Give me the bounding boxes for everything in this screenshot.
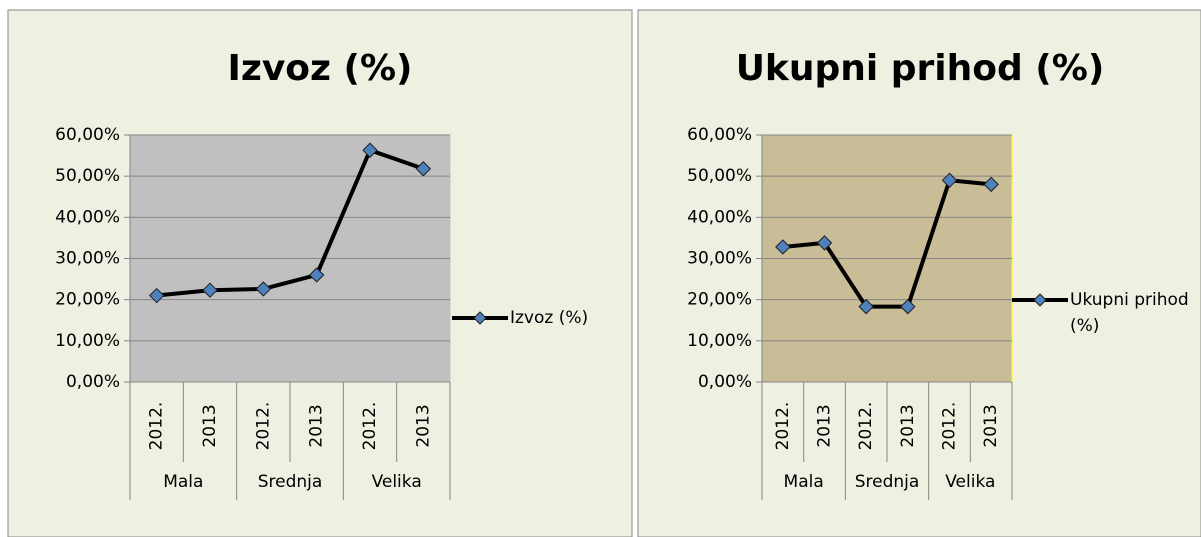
- y-tick-label: 40,00%: [55, 207, 120, 227]
- point-marker: [308, 267, 325, 283]
- y-tick-label: 20,00%: [687, 290, 752, 310]
- y-tick-label: 30,00%: [55, 249, 120, 269]
- point-marker: [816, 235, 833, 251]
- y-tick-label: 0,00%: [66, 372, 120, 392]
- y-tick-label: 0,00%: [698, 372, 752, 392]
- point-marker: [362, 142, 378, 158]
- x-tick-label: 2013: [307, 404, 327, 447]
- x-group-label: Velika: [372, 472, 422, 492]
- x-tick-label: 2013: [200, 404, 220, 447]
- point-marker: [941, 172, 958, 188]
- x-tick-label: 2012.: [940, 402, 960, 451]
- y-tick-label: 10,00%: [55, 331, 120, 351]
- y-tick-label: 40,00%: [687, 207, 752, 227]
- x-group-label: Velika: [945, 472, 995, 492]
- y-tick-label: 10,00%: [687, 331, 752, 351]
- legend-marker: [473, 311, 487, 325]
- series-line: [156, 148, 424, 298]
- legend-label: Ukupni prihod (%): [1070, 290, 1189, 336]
- point-marker: [900, 298, 916, 315]
- x-tick-label: 2012.: [147, 402, 167, 451]
- point-marker: [858, 298, 874, 315]
- point-marker: [148, 287, 165, 304]
- x-tick-label: 2013: [898, 404, 918, 447]
- point-marker: [983, 176, 999, 193]
- x-group-label: Srednja: [258, 472, 323, 492]
- y-tick-label: 60,00%: [55, 125, 120, 145]
- y-tick-label: 50,00%: [687, 166, 752, 186]
- y-tick-label: 30,00%: [687, 249, 752, 269]
- x-tick-label: 2013: [981, 404, 1001, 447]
- x-tick-label: 2012.: [360, 402, 380, 451]
- chart-title: Izvoz (%): [227, 48, 412, 89]
- y-tick-label: 50,00%: [55, 166, 120, 186]
- point-marker: [202, 282, 218, 298]
- y-tick-label: 20,00%: [55, 290, 120, 310]
- x-tick-label: 2013: [413, 404, 433, 447]
- x-group-label: Mala: [163, 472, 203, 492]
- legend-marker: [1033, 293, 1047, 307]
- legend: Izvoz (%): [510, 308, 589, 328]
- point-marker: [255, 281, 272, 297]
- chart-title: Ukupni prihod (%): [736, 48, 1105, 89]
- point-marker: [415, 161, 432, 177]
- x-tick-label: 2012.: [773, 402, 793, 451]
- legend: Ukupni prihod (%): [1070, 290, 1189, 336]
- x-group-label: Mala: [784, 472, 824, 492]
- legend-label: Izvoz (%): [510, 308, 589, 328]
- x-tick-label: 2013: [815, 404, 835, 447]
- point-marker: [775, 239, 791, 255]
- y-tick-label: 60,00%: [687, 125, 752, 145]
- x-tick-label: 2012.: [856, 402, 876, 451]
- x-group-label: Srednja: [855, 472, 920, 492]
- x-tick-label: 2012.: [253, 402, 273, 451]
